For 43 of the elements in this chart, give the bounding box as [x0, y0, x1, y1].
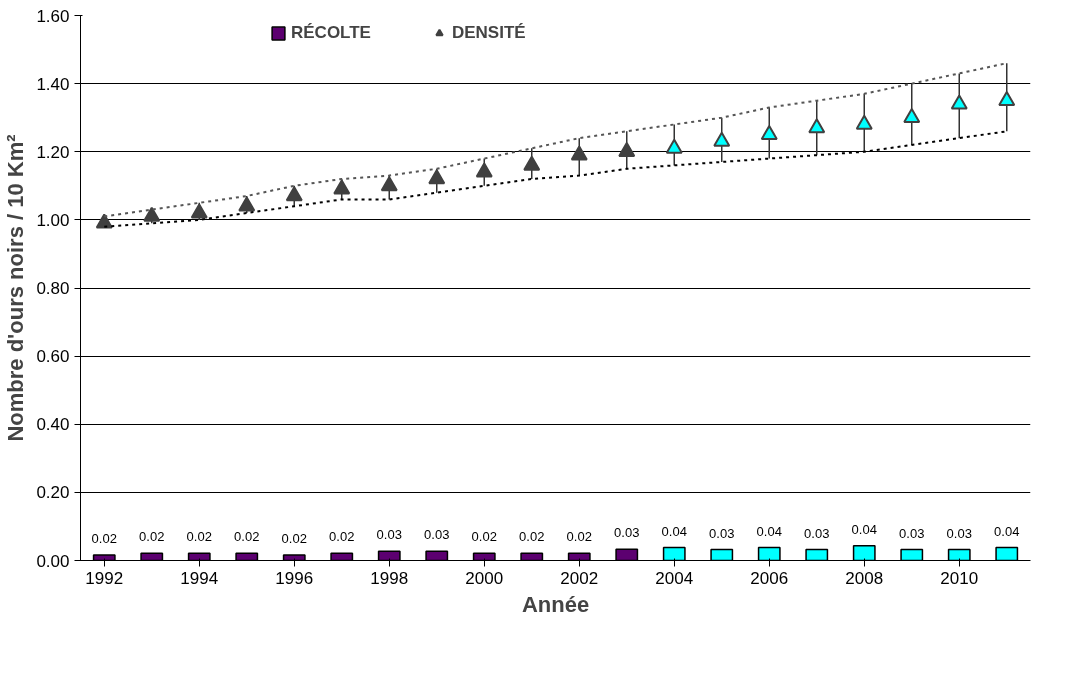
y-tick-label: 0.20: [36, 483, 70, 503]
data-label: 0.03: [804, 525, 830, 541]
x-tick-label: 2006: [750, 568, 789, 588]
y-axis-title: Nombre d'ours noirs / 10 Km²: [3, 134, 29, 442]
y-tick-label: 1.40: [36, 74, 70, 94]
data-label: 0.02: [91, 531, 117, 547]
x-tick-label: 2002: [560, 568, 599, 588]
y-tick-label: 0.60: [36, 347, 70, 367]
data-label: 0.02: [234, 529, 260, 545]
x-tick-label: 1992: [85, 568, 124, 588]
data-label: 0.03: [709, 525, 735, 541]
data-label: 0.03: [614, 525, 640, 541]
data-label: 0.04: [851, 521, 877, 537]
data-label: 0.03: [376, 527, 402, 543]
data-label: 0.02: [186, 529, 212, 545]
legend-label: RÉCOLTE: [291, 23, 371, 43]
data-label: 0.04: [661, 523, 687, 539]
data-label: 0.02: [281, 531, 307, 547]
data-label: 0.02: [139, 529, 165, 545]
x-tick-label: 1996: [275, 568, 314, 588]
data-label: 0.03: [899, 525, 925, 541]
data-label: 0.04: [994, 523, 1020, 539]
x-tick-label: 2000: [465, 568, 504, 588]
data-label: 0.02: [329, 529, 355, 545]
y-tick-label: 0.00: [36, 551, 70, 571]
y-tick-label: 1.60: [36, 6, 70, 26]
legend-label: DENSITÉ: [451, 23, 526, 43]
y-tick-label: 1.20: [36, 142, 70, 162]
data-label: 0.04: [756, 523, 782, 539]
x-tick-label: 2004: [655, 568, 694, 588]
data-label: 0.02: [519, 529, 545, 545]
y-tick-label: 0.40: [36, 415, 70, 435]
x-tick-label: 2010: [940, 568, 979, 588]
x-axis-title: Année: [521, 591, 590, 617]
y-tick-label: 1.00: [36, 210, 70, 230]
y-tick-label: 0.80: [36, 279, 70, 298]
x-tick-label: 1998: [370, 568, 409, 588]
x-tick-label: 1994: [180, 568, 219, 588]
data-label: 0.03: [946, 525, 972, 541]
data-label: 0.02: [566, 529, 592, 545]
data-label: 0.02: [471, 529, 497, 545]
x-tick-label: 2008: [845, 568, 884, 588]
data-label: 0.03: [424, 527, 450, 543]
